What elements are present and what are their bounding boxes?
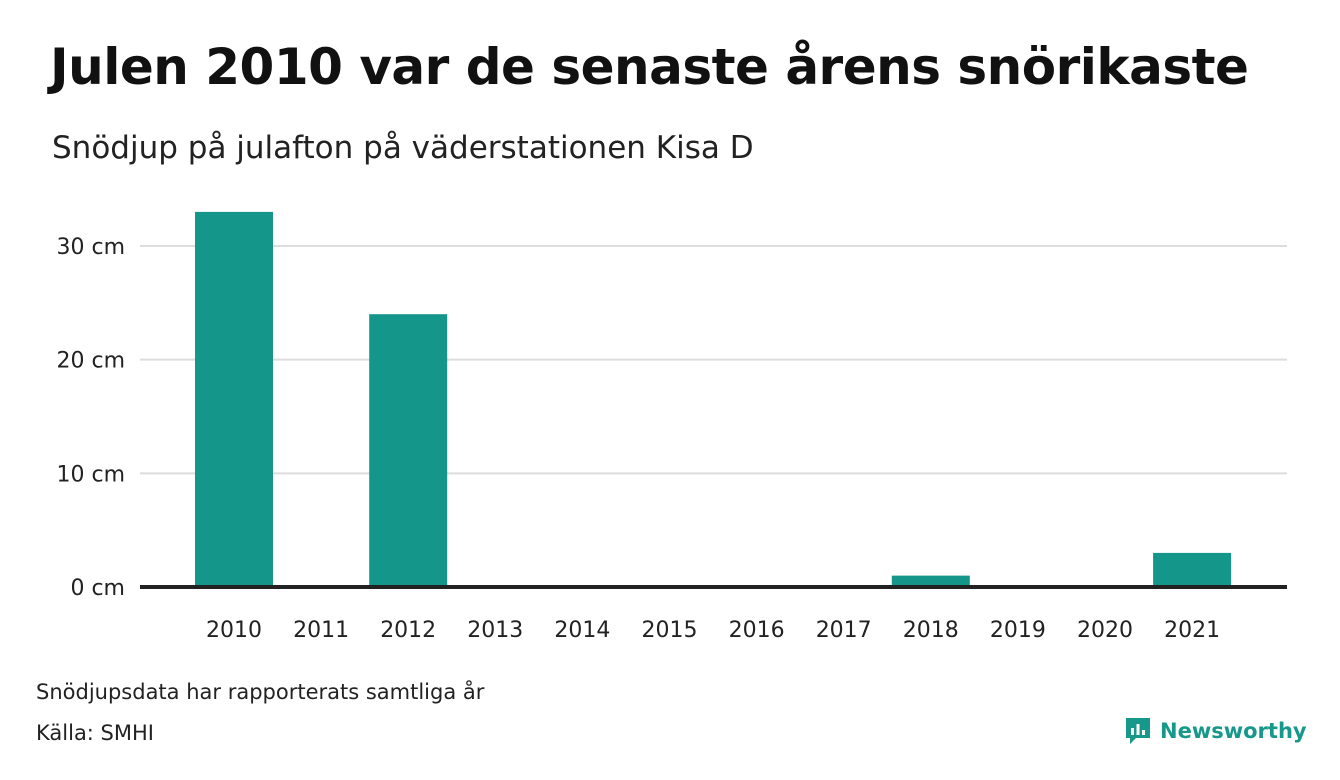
x-tick-label: 2014 xyxy=(554,618,610,643)
bar xyxy=(369,314,448,587)
x-tick-label: 2016 xyxy=(729,618,785,643)
bar xyxy=(195,211,273,587)
x-tick-label: 2012 xyxy=(380,618,436,643)
x-tick-label: 2010 xyxy=(206,618,262,643)
x-tick-label: 2020 xyxy=(1077,618,1133,643)
brand-logo: Newsworthy xyxy=(1124,716,1307,746)
x-tick-label: 2018 xyxy=(903,618,959,643)
footnote: Snödjupsdata har rapporterats samtliga å… xyxy=(36,680,485,704)
x-tick-label: 2013 xyxy=(467,618,523,643)
y-tick-label: 0 cm xyxy=(70,576,125,601)
x-tick-label: 2011 xyxy=(293,618,349,643)
bar xyxy=(891,575,970,587)
chart-title: Julen 2010 var de senaste årens snörikas… xyxy=(50,38,1249,96)
x-tick-label: 2017 xyxy=(816,618,872,643)
x-tick-label: 2015 xyxy=(642,618,698,643)
axes: 0 cm 10 cm 20 cm 30 cm 2010 2011 2012 2013 2014 2… xyxy=(56,235,1287,643)
gridlines xyxy=(140,245,1287,475)
y-tick-label: 10 cm xyxy=(56,462,125,487)
x-tick-label: 2021 xyxy=(1164,618,1220,643)
brand-name: Newsworthy xyxy=(1160,719,1307,743)
bars xyxy=(195,211,1232,587)
bar-chart: 0 cm 10 cm 20 cm 30 cm 2010 2011 2012 2013 2014 2… xyxy=(56,211,1287,643)
bar xyxy=(1153,552,1232,587)
source-label: Källa: SMHI xyxy=(36,721,154,745)
bar-chart-speech-bubble-icon xyxy=(1126,718,1150,744)
chart-subtitle: Snödjup på julafton på väderstationen Ki… xyxy=(52,130,754,166)
x-tick-label: 2019 xyxy=(990,618,1046,643)
y-tick-label: 30 cm xyxy=(56,235,125,260)
y-tick-label: 20 cm xyxy=(56,349,125,374)
